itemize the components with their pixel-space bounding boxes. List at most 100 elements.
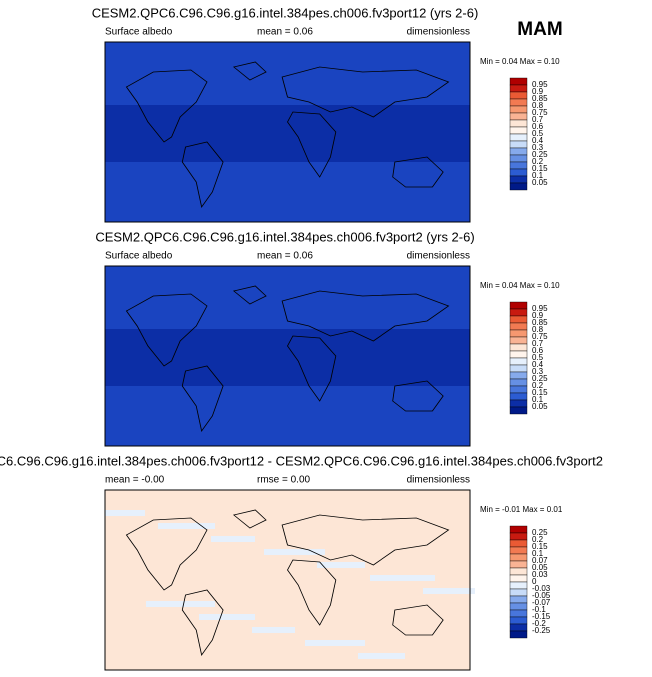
colorbar-label: 0.6 (532, 122, 544, 131)
colorbar-label: 0.15 (532, 388, 548, 397)
panel-left-label: Surface albedo (105, 27, 173, 38)
colorbar-box (509, 609, 528, 618)
coastline (181, 365, 224, 433)
coastline (232, 285, 267, 305)
coastline (232, 61, 267, 81)
colorbar-label: 0.07 (532, 556, 548, 565)
colorbar-label: 0.25 (532, 150, 548, 159)
colorbar-label: 0.85 (532, 94, 548, 103)
colorbar-box (509, 357, 528, 366)
coastline (392, 380, 444, 412)
map-patch (317, 562, 365, 568)
map-patch (358, 653, 405, 659)
panel-center-label: mean = 0.06 (257, 27, 313, 38)
panel-center-label: rmse = 0.00 (257, 475, 311, 486)
coastlines (125, 285, 450, 433)
coastlines (125, 61, 450, 209)
colorbar-box (509, 84, 528, 93)
colorbar-box (509, 560, 528, 569)
map-patch (146, 601, 215, 607)
colorbar-label: 0.7 (532, 339, 544, 348)
colorbar-label: 0.75 (532, 108, 548, 117)
colorbar-box (509, 602, 528, 611)
colorbar-box (509, 378, 528, 387)
colorbar-box (509, 623, 528, 632)
coastline (232, 509, 267, 529)
colorbar-box (509, 322, 528, 331)
coastline (392, 604, 444, 636)
colorbar-label: 0.95 (532, 304, 548, 313)
min-max: Min = 0.04 Max = 0.10 (480, 57, 560, 66)
colorbar-label: 0.4 (532, 136, 544, 145)
map-patch (423, 588, 475, 594)
colorbar-label: 0.5 (532, 353, 544, 362)
coastline (287, 335, 337, 402)
colorbar-label: -0.05 (532, 591, 551, 600)
colorbar-label: 0.8 (532, 101, 544, 110)
colorbar-box (509, 91, 528, 100)
coastline (125, 293, 208, 367)
map-frame (104, 265, 471, 447)
panel-right-label: dimensionless (407, 475, 470, 486)
colorbar-box (509, 574, 528, 583)
colorbar-box (509, 329, 528, 338)
colorbar-label: 0.1 (532, 171, 544, 180)
colorbar-label: 0.4 (532, 360, 544, 369)
colorbar-box (509, 350, 528, 359)
coastline (287, 111, 337, 178)
colorbar-box (509, 343, 528, 352)
colorbar-label: 0.6 (532, 346, 544, 355)
season: MAM (517, 19, 562, 40)
colorbar-box (509, 98, 528, 107)
colorbar-box (509, 385, 528, 394)
map-frame (104, 41, 471, 223)
colorbar-label: 0.15 (532, 164, 548, 173)
colorbar-box (509, 175, 528, 184)
panel-right-label: dimensionless (407, 251, 470, 262)
colorbar-label: 0.15 (532, 542, 548, 551)
colorbar-label: 0.25 (532, 374, 548, 383)
coastline (125, 69, 208, 143)
colorbar-box (509, 301, 528, 310)
colorbar-box (509, 588, 528, 597)
colorbar-box (509, 406, 528, 415)
coastline (281, 66, 450, 118)
colorbar-box (509, 525, 528, 534)
map-patch (211, 536, 255, 542)
colorbar-box (509, 595, 528, 604)
colorbar-box (509, 154, 528, 163)
colorbar-label: 0.5 (532, 129, 544, 138)
colorbar-label: 0.03 (532, 570, 548, 579)
panel-left-label: Surface albedo (105, 251, 173, 262)
colorbar-label: 0.05 (532, 563, 548, 572)
map-frame (104, 489, 471, 671)
map-patch (370, 575, 435, 581)
colorbar-box (509, 336, 528, 345)
colorbar-box (509, 371, 528, 380)
min-max: Min = -0.01 Max = 0.01 (480, 505, 563, 514)
panel-right-label: dimensionless (407, 27, 470, 38)
colorbar-box (509, 364, 528, 373)
panel-left-label: mean = -0.00 (105, 475, 165, 486)
colorbar-box (509, 308, 528, 317)
colorbar-label: -0.03 (532, 584, 551, 593)
map-band (105, 105, 470, 162)
colorbar-label: 0.8 (532, 325, 544, 334)
colorbar-label: 0.95 (532, 80, 548, 89)
colorbar-label: 0.25 (532, 528, 548, 537)
colorbar-box (509, 119, 528, 128)
colorbar-box (509, 616, 528, 625)
colorbar-box (509, 539, 528, 548)
coastline (287, 559, 337, 626)
map-band (105, 329, 470, 386)
colorbar-box (509, 140, 528, 149)
coastline (181, 141, 224, 209)
colorbar-label: 0.2 (532, 535, 544, 544)
colorbar-box (509, 126, 528, 135)
panel-title: CESM2.QPC6.C96.C96.g16.intel.384pes.ch00… (92, 5, 479, 20)
coastlines (125, 509, 450, 657)
colorbar-box (509, 532, 528, 541)
colorbar-label: 0.75 (532, 332, 548, 341)
colorbar-box (509, 546, 528, 555)
